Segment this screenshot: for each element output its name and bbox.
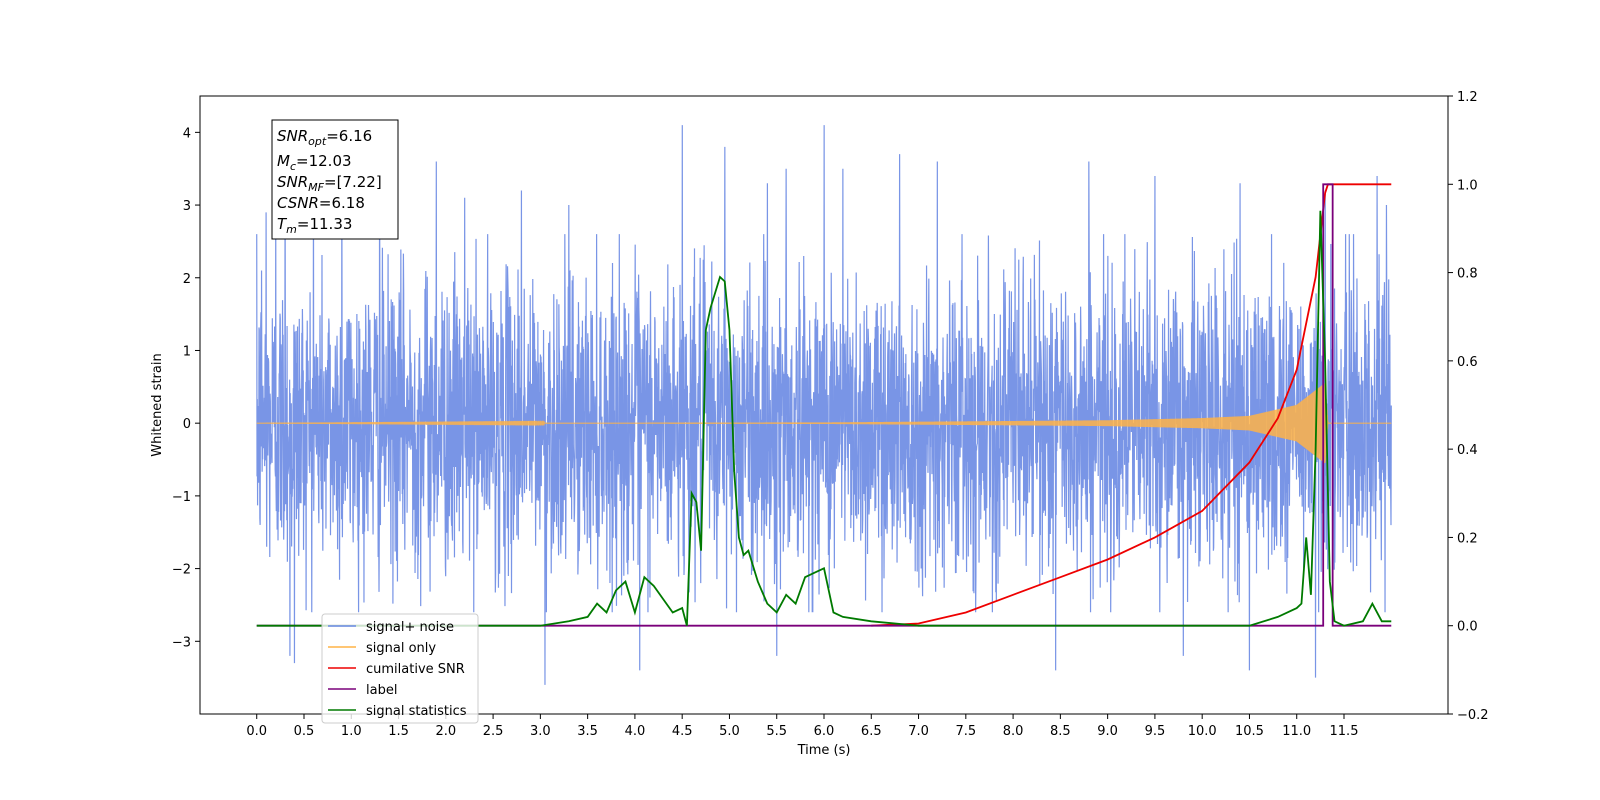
annotation-line-mc: Mc=12.03 (277, 152, 352, 173)
x-tick-label: 10.0 (1188, 724, 1217, 739)
annotation-line-csnr: CSNR=6.18 (277, 194, 365, 212)
x-tick-label: 8.0 (1003, 724, 1024, 739)
y-left-tick-label: −3 (172, 635, 191, 650)
y-axis-left: −3 −2 −1 0 1 2 3 4 (172, 126, 200, 650)
x-tick-label: 11.5 (1330, 724, 1359, 739)
x-tick-label: 6.5 (861, 724, 882, 739)
y-right-tick-label: 0.4 (1457, 443, 1478, 458)
y-left-tick-label: 4 (183, 126, 191, 141)
y-right-tick-label: 1.0 (1457, 178, 1478, 193)
legend-label-signal-statistics: signal statistics (366, 704, 467, 719)
legend-label-label: label (366, 683, 397, 698)
x-tick-label: 9.0 (1097, 724, 1118, 739)
x-tick-label: 3.5 (577, 724, 598, 739)
y-left-tick-label: −2 (172, 563, 191, 578)
x-tick-label: 7.5 (955, 724, 976, 739)
x-tick-label: 3.0 (530, 724, 551, 739)
y-left-tick-label: 2 (183, 272, 191, 287)
legend-label-signal-noise: signal+ noise (366, 620, 454, 635)
y-left-tick-label: 3 (183, 199, 191, 214)
x-tick-label: 4.5 (672, 724, 693, 739)
x-tick-label: 2.0 (435, 724, 456, 739)
x-tick-label: 7.0 (908, 724, 929, 739)
y-right-tick-label: −0.2 (1457, 708, 1489, 723)
y-left-tick-label: −1 (172, 490, 191, 505)
x-tick-label: 0.5 (294, 724, 315, 739)
y-right-tick-label: 0.6 (1457, 355, 1478, 370)
x-tick-label: 2.5 (483, 724, 504, 739)
legend-label-cumulative-snr: cumilative SNR (366, 662, 465, 677)
plot-area (256, 125, 1392, 685)
y-left-tick-label: 1 (183, 344, 191, 359)
legend-label-signal-only: signal only (366, 641, 436, 656)
x-tick-label: 1.5 (388, 724, 409, 739)
y-axis-label: Whitened strain (150, 353, 165, 456)
y-right-tick-label: 0.2 (1457, 531, 1478, 546)
x-tick-label: 10.5 (1235, 724, 1264, 739)
y-right-tick-label: 0.0 (1457, 620, 1478, 635)
series-signal-only-line (256, 383, 1392, 464)
x-tick-label: 5.5 (766, 724, 787, 739)
annotation-box (271, 119, 399, 240)
x-tick-label: 8.5 (1050, 724, 1071, 739)
x-tick-label: 9.5 (1145, 724, 1166, 739)
stats-annotation: SNRopt=6.16 Mc=12.03 SNRMF=[7.22] CSNR=6… (271, 119, 399, 240)
series-signal-noise-line (256, 125, 1392, 685)
x-tick-label: 0.0 (246, 724, 267, 739)
x-axis-label: Time (s) (797, 743, 851, 758)
legend-frame (321, 613, 479, 724)
y-left-tick-label: 0 (183, 417, 191, 432)
annotation-line-tm: Tm=11.33 (277, 215, 352, 236)
y-axis-right: −0.2 0.0 0.2 0.4 0.6 0.8 1.0 1.2 (1448, 90, 1489, 723)
series-cumulative-snr-line (871, 183, 1392, 627)
x-tick-label: 5.0 (719, 724, 740, 739)
legend: signal+ noise signal only cumilative SNR… (321, 613, 479, 724)
annotation-line-snr-mf: SNRMF=[7.22] (277, 173, 382, 194)
x-axis: 0.0 0.5 1.0 1.5 2.0 2.5 3.0 3.5 4.0 4.5 5.0 5.5 6.0 6… (246, 714, 1358, 739)
y-right-tick-label: 0.8 (1457, 267, 1478, 282)
x-tick-label: 4.0 (625, 724, 646, 739)
annotation-line-snr-opt: SNRopt=6.16 (277, 127, 372, 148)
y-right-tick-label: 1.2 (1457, 90, 1478, 105)
x-tick-label: 11.0 (1282, 724, 1311, 739)
x-tick-label: 1.0 (341, 724, 362, 739)
x-tick-label: 6.0 (814, 724, 835, 739)
series-signal-statistics-line (256, 210, 1392, 627)
